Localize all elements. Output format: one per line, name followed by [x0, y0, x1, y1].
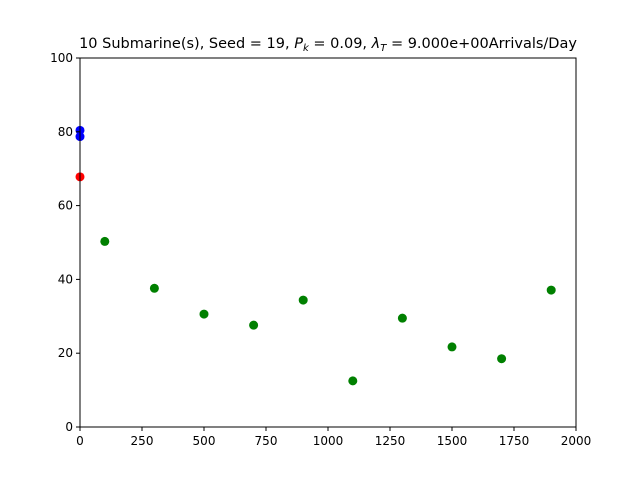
chart-title: 10 Submarine(s), Seed = 19, Pk = 0.09, λ…	[79, 36, 577, 54]
title-pk-symbol: P	[294, 36, 303, 52]
y-tick-label: 40	[58, 272, 73, 286]
y-tick-label: 100	[50, 51, 73, 65]
data-point	[397, 313, 407, 323]
x-tick-label: 1000	[313, 434, 344, 448]
y-tick-label: 20	[58, 346, 73, 360]
title-prefix: 10 Submarine(s), Seed = 19,	[79, 36, 294, 52]
data-point	[497, 354, 507, 364]
y-axis: 0 20 40 60 80 100	[50, 51, 80, 434]
data-point	[546, 285, 556, 295]
data-point	[199, 309, 209, 319]
x-tick-label: 1500	[437, 434, 468, 448]
title-pk-subscript: k	[303, 43, 310, 54]
data-point	[249, 320, 259, 330]
x-tick-label: 1750	[499, 434, 530, 448]
data-point	[100, 236, 110, 246]
data-point	[298, 295, 308, 305]
title-lambda-symbol: λ	[371, 36, 381, 52]
title-pk-value: = 0.09,	[309, 36, 372, 52]
x-axis: 0 250 500 750 1000 1250 1500 1750 2000	[76, 427, 591, 448]
title-lambda-subscript: T	[380, 43, 387, 54]
title-lambda-value: = 9.000e+00Arrivals/Day	[386, 36, 577, 52]
x-tick-label: 750	[255, 434, 278, 448]
x-tick-label: 2000	[561, 434, 592, 448]
data-point	[149, 283, 159, 293]
x-tick-label: 250	[131, 434, 154, 448]
data-point	[348, 376, 358, 386]
y-tick-label: 80	[58, 125, 73, 139]
x-tick-label: 500	[193, 434, 216, 448]
x-tick-label: 0	[76, 434, 84, 448]
data-point	[447, 342, 457, 352]
points-layer	[75, 125, 556, 386]
y-tick-label: 0	[65, 420, 73, 434]
y-tick-label: 60	[58, 199, 73, 213]
x-tick-label: 1250	[375, 434, 406, 448]
